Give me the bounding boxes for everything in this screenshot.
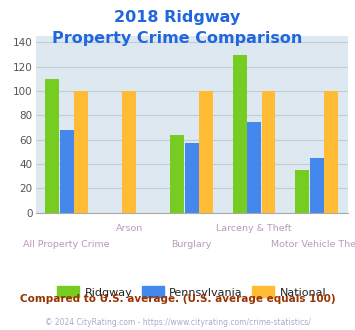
Bar [74,91,88,213]
Bar [324,91,338,213]
Bar [233,54,247,213]
Bar [60,130,73,213]
Bar [170,135,184,213]
Legend: Ridgway, Pennsylvania, National: Ridgway, Pennsylvania, National [53,282,331,302]
Text: Arson: Arson [116,224,143,233]
Bar [122,91,136,213]
Bar [310,158,323,213]
Text: Compared to U.S. average. (U.S. average equals 100): Compared to U.S. average. (U.S. average … [20,294,335,304]
Text: Motor Vehicle Theft: Motor Vehicle Theft [271,240,355,249]
Text: All Property Crime: All Property Crime [23,240,110,249]
Text: © 2024 CityRating.com - https://www.cityrating.com/crime-statistics/: © 2024 CityRating.com - https://www.city… [45,318,310,327]
Bar [295,170,309,213]
Text: Burglary: Burglary [171,240,212,249]
Bar [247,121,261,213]
Bar [199,91,213,213]
Text: Property Crime Comparison: Property Crime Comparison [52,31,303,46]
Bar [185,144,198,213]
Bar [45,79,59,213]
Bar [262,91,275,213]
Text: Larceny & Theft: Larceny & Theft [216,224,292,233]
Text: 2018 Ridgway: 2018 Ridgway [114,10,241,25]
